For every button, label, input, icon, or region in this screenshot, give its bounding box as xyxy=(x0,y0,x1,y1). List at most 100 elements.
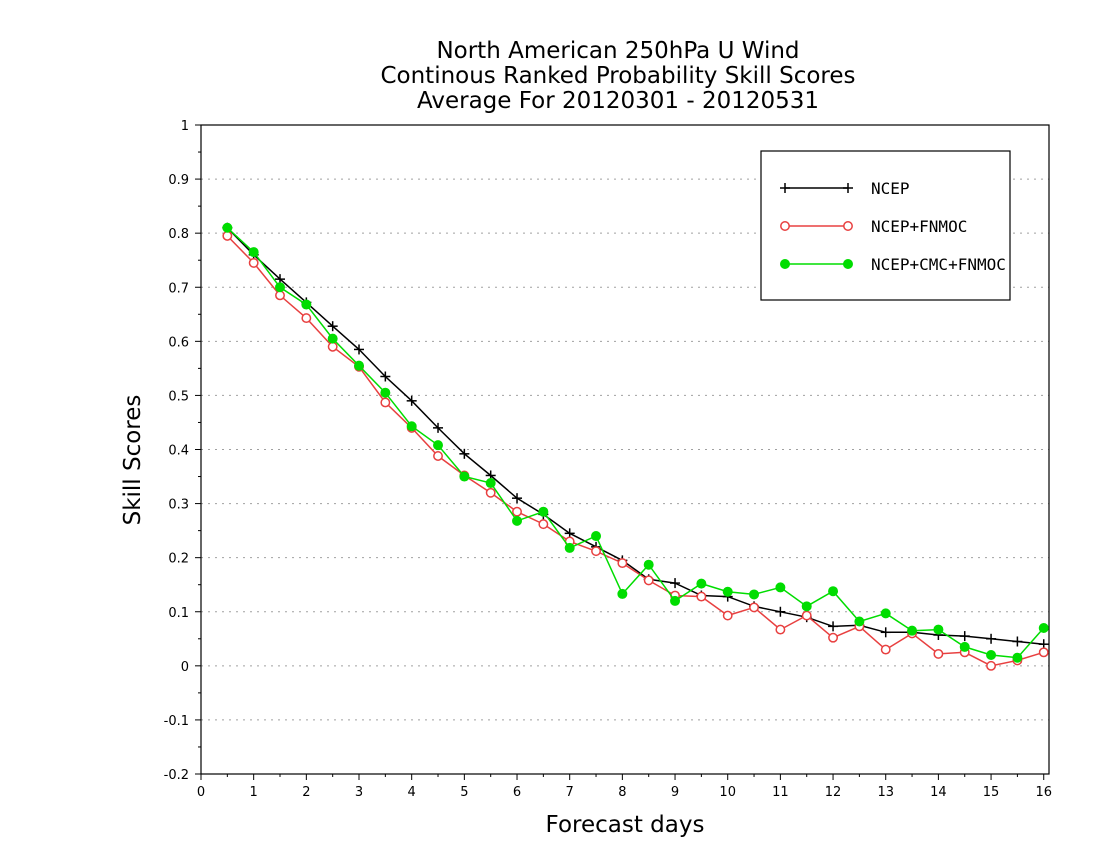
series-ncep-cmc-fnmoc xyxy=(222,222,1049,663)
data-point xyxy=(222,230,233,241)
data-point xyxy=(459,471,470,482)
data-point xyxy=(670,595,681,606)
data-point xyxy=(986,633,997,644)
data-point xyxy=(301,313,312,324)
y-tick-label: 0.7 xyxy=(168,281,189,296)
data-point xyxy=(327,333,338,344)
data-point xyxy=(828,621,839,632)
y-tick-label: 0.6 xyxy=(168,335,189,350)
x-tick-label: 11 xyxy=(772,785,789,800)
x-tick-label: 6 xyxy=(513,785,521,800)
data-point xyxy=(670,578,681,589)
data-point xyxy=(433,440,444,451)
data-point xyxy=(933,624,944,635)
data-point xyxy=(722,610,733,621)
data-point xyxy=(248,247,259,258)
x-tick-label: 3 xyxy=(355,785,363,800)
data-point xyxy=(1038,647,1049,658)
y-tick-label: 0.2 xyxy=(168,552,189,567)
data-point xyxy=(354,344,365,355)
x-tick-label: 5 xyxy=(460,785,468,800)
data-point xyxy=(880,644,891,655)
data-point xyxy=(696,591,707,602)
data-point xyxy=(1038,622,1049,633)
legend-entry: NCEP+CMC+FNMOC xyxy=(780,255,1006,274)
data-point xyxy=(275,290,285,301)
x-axis-label: Forecast days xyxy=(546,812,705,838)
data-point xyxy=(749,589,760,600)
y-tick-label: 0 xyxy=(181,660,189,675)
data-point xyxy=(538,506,549,517)
data-point xyxy=(512,506,522,517)
legend-marker xyxy=(780,259,790,269)
data-point xyxy=(485,478,496,489)
legend-label: NCEP+FNMOC xyxy=(871,217,967,236)
y-tick-label: 1 xyxy=(181,119,189,134)
data-point xyxy=(591,531,602,542)
data-point xyxy=(459,448,470,459)
data-point xyxy=(564,542,575,553)
data-point xyxy=(380,387,391,398)
grid-lines xyxy=(201,178,1049,721)
data-point xyxy=(959,641,970,652)
data-point xyxy=(354,360,365,371)
data-point xyxy=(433,451,443,461)
chart-title-line: North American 250hPa U Wind xyxy=(436,38,799,64)
x-tick-label: 2 xyxy=(302,785,310,800)
data-point xyxy=(986,650,997,661)
data-point xyxy=(854,616,865,627)
data-point xyxy=(591,546,601,557)
x-tick-label: 1 xyxy=(250,785,258,800)
y-tick-label: 0.8 xyxy=(168,227,189,242)
data-point xyxy=(828,586,839,597)
data-point xyxy=(380,371,391,382)
data-point xyxy=(538,519,549,530)
x-tick-label: 7 xyxy=(566,785,574,800)
series-line xyxy=(226,235,1044,667)
chart-title-line: Average For 20120301 - 20120531 xyxy=(417,88,819,114)
legend-marker xyxy=(843,221,853,231)
legend-marker xyxy=(780,183,790,193)
data-point xyxy=(222,222,233,233)
data-point xyxy=(880,608,891,619)
y-tick-label: 0.4 xyxy=(168,444,189,459)
y-tick-label: 0.1 xyxy=(168,606,189,621)
legend: NCEP NCEP+FNMOC NCEP+CMC+FNMOC xyxy=(760,150,1011,301)
data-point xyxy=(301,299,312,310)
x-tick-label: 12 xyxy=(825,785,842,800)
y-tick-label: 0.3 xyxy=(168,498,189,513)
x-tick-label: 0 xyxy=(197,785,205,800)
axes: -0.2-0.100.10.20.30.40.50.60.70.80.910 1 2… xyxy=(120,119,1052,838)
data-point xyxy=(801,601,812,612)
y-tick-label: 0.9 xyxy=(168,173,189,188)
legend-entry: NCEP xyxy=(780,179,910,198)
y-tick-label: 0.5 xyxy=(168,389,189,404)
data-point xyxy=(380,397,391,408)
data-point xyxy=(775,624,786,635)
series-line xyxy=(226,227,1045,659)
x-tick-label: 15 xyxy=(983,785,1000,800)
data-point xyxy=(617,588,628,599)
data-point xyxy=(986,660,997,671)
data-point xyxy=(775,582,786,593)
legend-marker xyxy=(843,259,853,269)
data-point xyxy=(775,606,786,617)
x-tick-label: 8 xyxy=(618,785,626,800)
data-point xyxy=(512,515,523,526)
data-point xyxy=(828,632,838,643)
data-point xyxy=(722,586,733,597)
data-point xyxy=(643,575,654,586)
legend-marker xyxy=(843,183,853,193)
y-axis-label: Skill Scores xyxy=(120,395,146,526)
data-point xyxy=(880,627,891,638)
data-point xyxy=(801,610,812,621)
legend-entry: NCEP+FNMOC xyxy=(780,217,967,236)
x-tick-label: 13 xyxy=(877,785,894,800)
y-tick-label: -0.1 xyxy=(164,714,189,729)
data-point xyxy=(749,602,759,613)
data-point xyxy=(617,558,628,569)
legend-label: NCEP xyxy=(871,179,910,198)
x-tick-label: 14 xyxy=(930,785,947,800)
